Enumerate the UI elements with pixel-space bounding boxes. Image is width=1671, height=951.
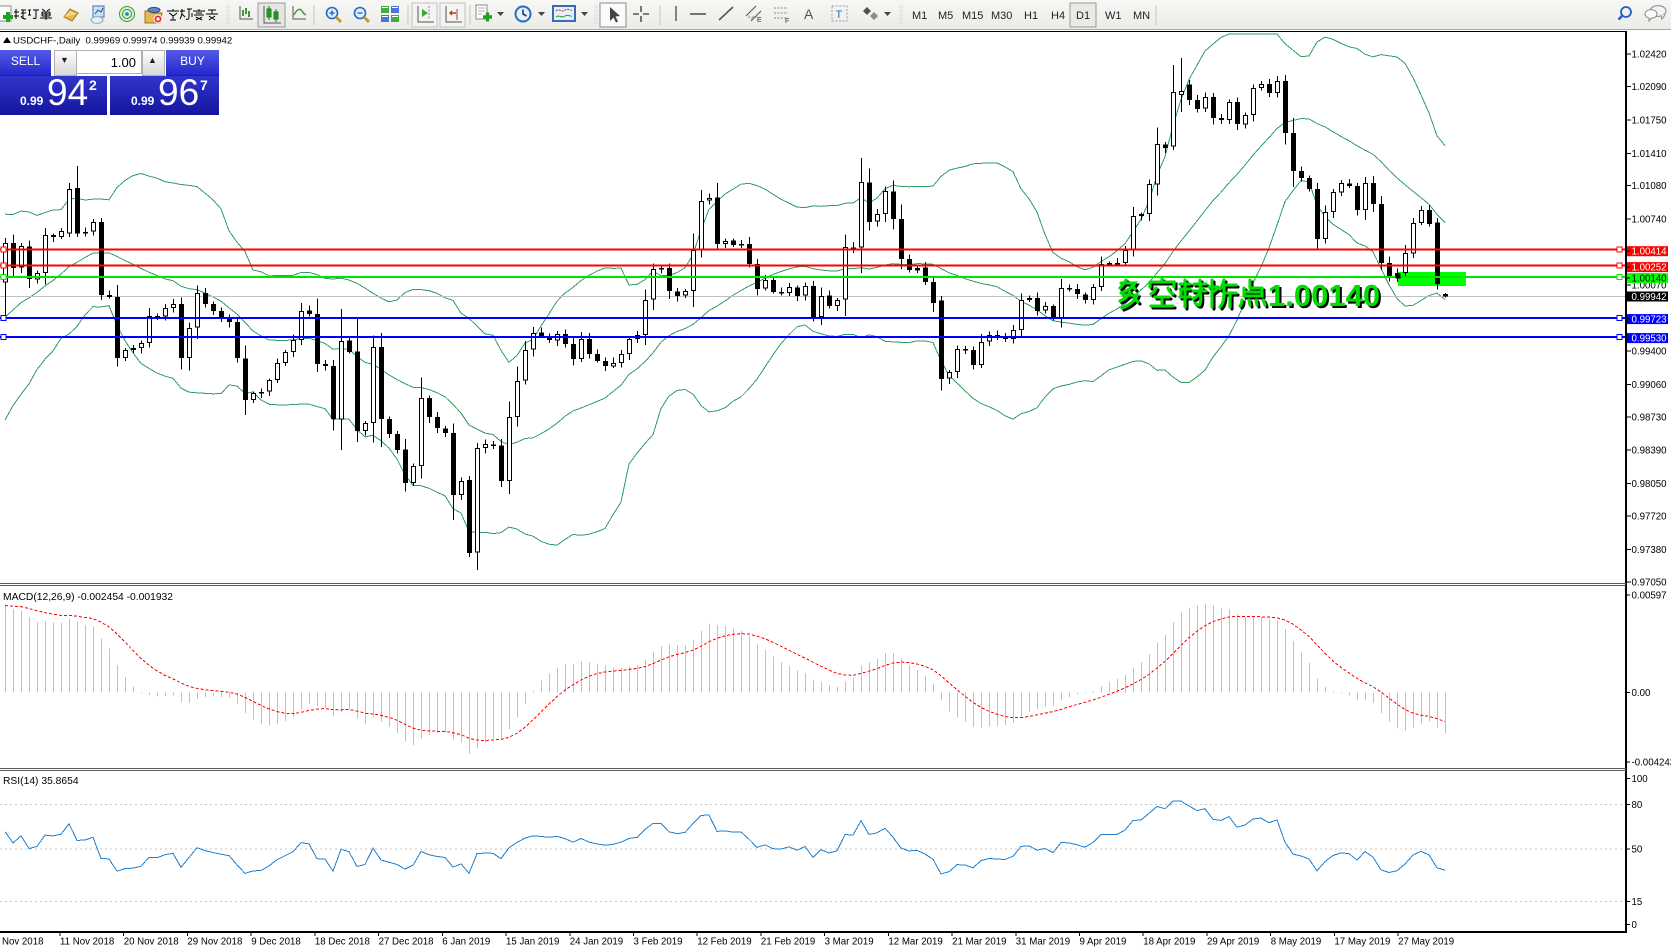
svg-text:1.00070: 1.00070 [1632, 281, 1668, 292]
svg-text:20 Nov 2018: 20 Nov 2018 [124, 937, 179, 948]
svg-text:MN: MN [1133, 10, 1150, 22]
svg-text:0.99400: 0.99400 [1632, 346, 1668, 357]
svg-text:0.98730: 0.98730 [1632, 412, 1668, 423]
svg-text:F: F [785, 18, 789, 25]
svg-text:E: E [757, 17, 762, 24]
svg-text:1.00140: 1.00140 [1268, 278, 1380, 313]
svg-text:29 Nov 2018: 29 Nov 2018 [187, 937, 242, 948]
svg-text:9 Dec 2018: 9 Dec 2018 [251, 937, 301, 948]
svg-text:D1: D1 [1076, 10, 1090, 22]
svg-text:8 May 2019: 8 May 2019 [1271, 937, 1322, 948]
svg-text:0.00597: 0.00597 [1632, 590, 1667, 601]
svg-text:21 Mar 2019: 21 Mar 2019 [952, 937, 1006, 948]
svg-text:0.97380: 0.97380 [1632, 545, 1668, 556]
svg-text:H4: H4 [1051, 10, 1065, 22]
svg-text:1.01750: 1.01750 [1632, 115, 1668, 126]
svg-text:31 Mar 2019: 31 Mar 2019 [1016, 937, 1070, 948]
svg-text:18 Apr 2019: 18 Apr 2019 [1143, 937, 1195, 948]
svg-text:100: 100 [1632, 774, 1649, 785]
svg-text:80: 80 [1632, 800, 1643, 811]
svg-text:1.01080: 1.01080 [1632, 181, 1668, 192]
svg-text:RSI(14) 35.8654: RSI(14) 35.8654 [3, 776, 79, 787]
svg-text:1.02090: 1.02090 [1632, 82, 1668, 93]
svg-text:M1: M1 [912, 10, 927, 22]
svg-text:15: 15 [1632, 897, 1643, 908]
svg-text:11 Nov 2018: 11 Nov 2018 [60, 937, 114, 948]
svg-text:1.00140: 1.00140 [1270, 280, 1382, 315]
svg-text:17 May 2019: 17 May 2019 [1334, 937, 1390, 948]
svg-text:0.99530: 0.99530 [1632, 334, 1668, 345]
svg-text:3 Feb 2019: 3 Feb 2019 [634, 937, 683, 948]
svg-text:USDCHF-,Daily 0.99969 0.99974: USDCHF-,Daily 0.99969 0.99974 0.99939 0.… [13, 36, 232, 47]
svg-text:9 Apr 2019: 9 Apr 2019 [1080, 937, 1127, 948]
svg-text:0.98390: 0.98390 [1632, 446, 1668, 457]
svg-text:-0.004243: -0.004243 [1632, 757, 1671, 768]
svg-text:0.97720: 0.97720 [1632, 512, 1668, 523]
svg-text:0.98050: 0.98050 [1632, 479, 1668, 490]
svg-text:3 Mar 2019: 3 Mar 2019 [825, 937, 874, 948]
svg-text:0.99723: 0.99723 [1632, 315, 1667, 326]
svg-text:MACD(12,26,9) -0.002454 -0.001: MACD(12,26,9) -0.002454 -0.001932 [3, 592, 173, 603]
svg-text:1.00252: 1.00252 [1632, 263, 1667, 274]
svg-text:M5: M5 [938, 10, 953, 22]
svg-text:12 Feb 2019: 12 Feb 2019 [697, 937, 751, 948]
svg-text:1.00414: 1.00414 [1632, 247, 1668, 258]
svg-text:M15: M15 [962, 10, 983, 22]
svg-text:27 Dec 2018: 27 Dec 2018 [379, 937, 434, 948]
svg-text:1.00740: 1.00740 [1632, 215, 1668, 226]
svg-text:21 Feb 2019: 21 Feb 2019 [761, 937, 815, 948]
svg-text:M30: M30 [991, 10, 1012, 22]
svg-text:Nov 2018: Nov 2018 [2, 937, 43, 948]
svg-text:0.97050: 0.97050 [1632, 577, 1668, 588]
svg-text:W1: W1 [1105, 10, 1122, 22]
svg-text:0.99942: 0.99942 [1632, 292, 1667, 303]
svg-text:H1: H1 [1024, 10, 1038, 22]
svg-text:T: T [836, 9, 843, 21]
svg-text:0.00: 0.00 [1632, 688, 1651, 699]
svg-text:1.02420: 1.02420 [1632, 50, 1668, 61]
svg-text:A: A [804, 6, 814, 22]
svg-text:29 Apr 2019: 29 Apr 2019 [1207, 937, 1259, 948]
svg-text:18 Dec 2018: 18 Dec 2018 [315, 937, 370, 948]
svg-text:15 Jan 2019: 15 Jan 2019 [506, 937, 559, 948]
svg-text:0.99060: 0.99060 [1632, 380, 1668, 391]
svg-text:12 Mar 2019: 12 Mar 2019 [888, 937, 942, 948]
svg-text:50: 50 [1632, 845, 1643, 856]
svg-text:0: 0 [1632, 920, 1638, 931]
svg-text:6 Jan 2019: 6 Jan 2019 [442, 937, 490, 948]
svg-text:24 Jan 2019: 24 Jan 2019 [570, 937, 623, 948]
svg-text:1.01410: 1.01410 [1632, 149, 1668, 160]
svg-text:1.00140: 1.00140 [1632, 274, 1668, 285]
svg-text:27 May 2019: 27 May 2019 [1398, 937, 1454, 948]
